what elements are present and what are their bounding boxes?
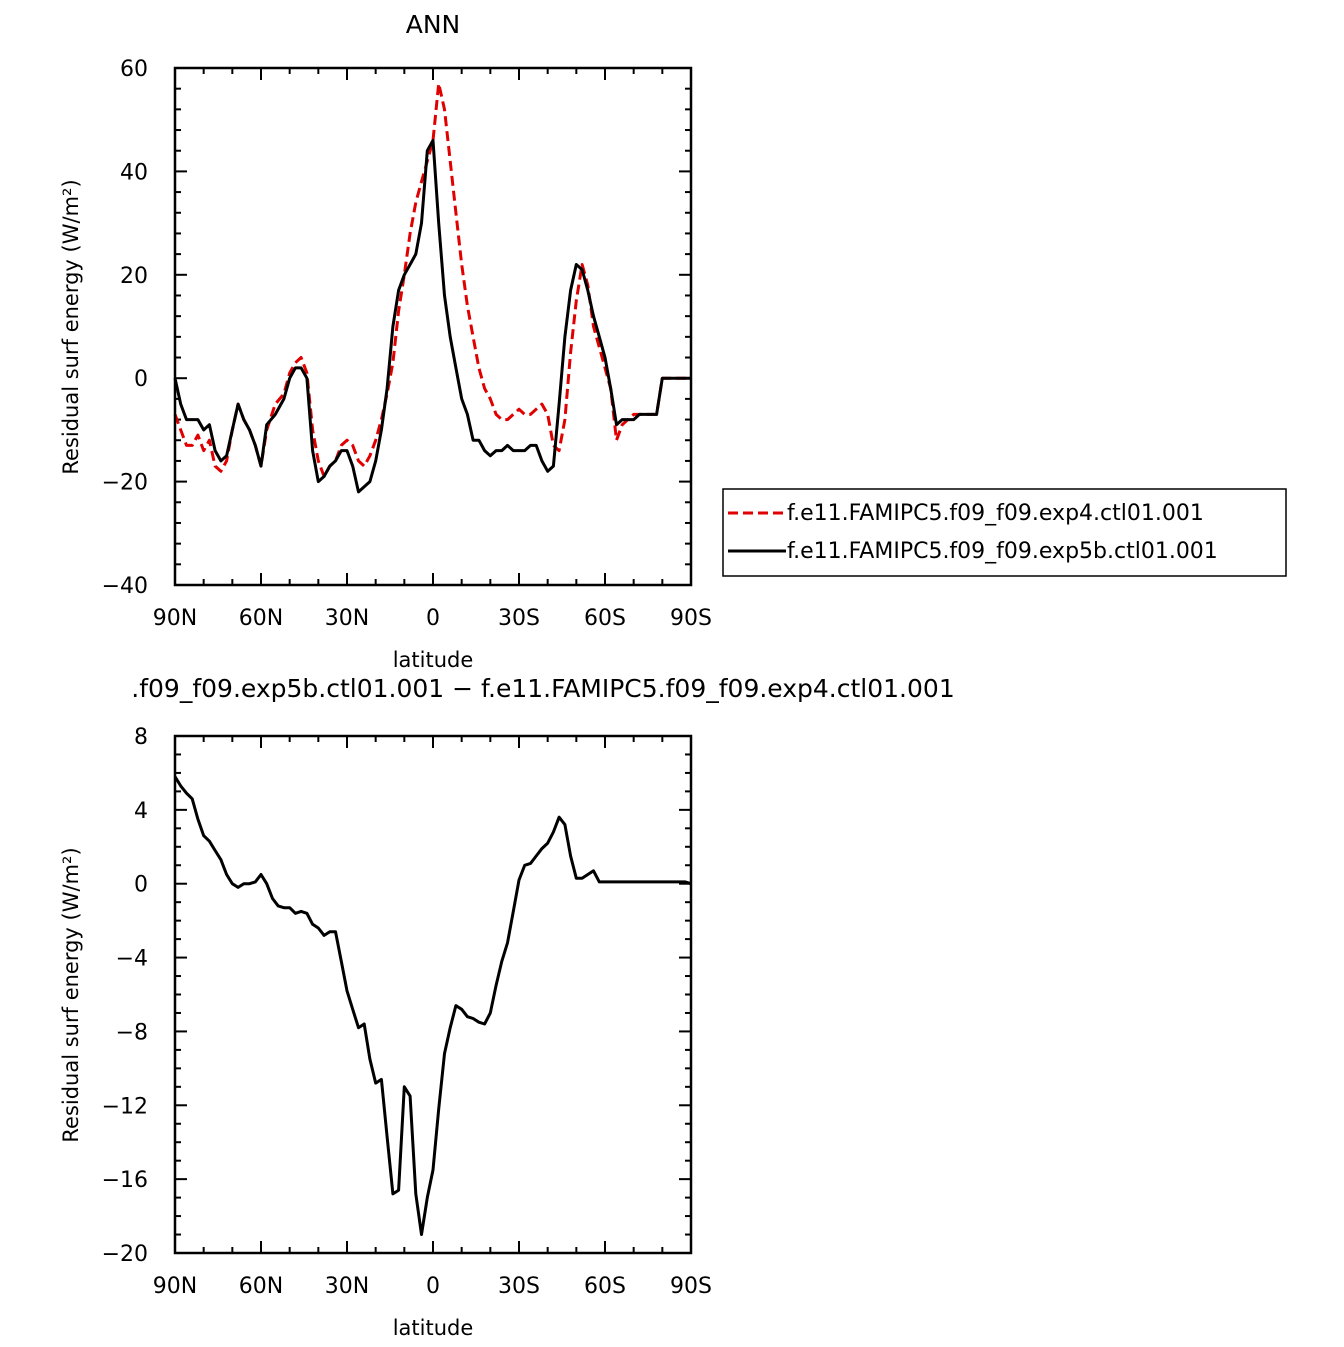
top-chart-title: ANN bbox=[406, 10, 461, 39]
bottom-y-tick-label: −20 bbox=[102, 1242, 148, 1267]
legend-box bbox=[722, 488, 1287, 577]
top-x-tick-label: 60S bbox=[584, 606, 626, 631]
bottom-plot-lines bbox=[173, 775, 692, 1236]
bottom-x-tick-label: 90N bbox=[153, 1274, 197, 1299]
bottom-chart-title: .f09_f09.exp5b.ctl01.001 − f.e11.FAMIPC5… bbox=[131, 674, 954, 703]
top-x-tick-label: 90N bbox=[153, 606, 197, 631]
top-panel: ANN 90N 60N 30N 0 30S 60S 90S −40 −20 0 20 40 60 lat… bbox=[59, 10, 712, 672]
top-y-tick-label: −20 bbox=[102, 471, 148, 496]
bottom-y-axis-label: Residual surf energy (W/m²) bbox=[59, 847, 83, 1142]
bottom-tick-labels: 90N 60N 30N 0 30S 60S 90S −20 −16 −12 −8 −4 0 4 8 bbox=[102, 725, 712, 1299]
top-x-tick-label: 60N bbox=[239, 606, 283, 631]
bottom-series-line-0 bbox=[173, 775, 692, 1236]
top-series-line-1 bbox=[173, 138, 691, 494]
bottom-x-axis-label: latitude bbox=[393, 1316, 474, 1340]
top-x-tick-label: 90S bbox=[670, 606, 712, 631]
bottom-x-tick-label: 30S bbox=[498, 1274, 540, 1299]
top-x-tick-label: 30S bbox=[498, 606, 540, 631]
top-y-tick-label: 60 bbox=[120, 57, 148, 82]
bottom-y-tick-label: 4 bbox=[134, 799, 148, 824]
bottom-y-tick-label: 8 bbox=[134, 725, 148, 750]
top-y-tick-label: 0 bbox=[134, 367, 148, 392]
top-y-tick-label: 40 bbox=[120, 160, 148, 185]
top-series-line-0 bbox=[173, 82, 691, 478]
bottom-y-tick-label: −12 bbox=[102, 1094, 148, 1119]
bottom-y-tick-label: 0 bbox=[134, 873, 148, 898]
legend: f.e11.FAMIPC5.f09_f09.exp4.ctl01.001 f.e… bbox=[722, 488, 1287, 577]
bottom-y-tick-label: −8 bbox=[116, 1020, 148, 1045]
top-tick-labels: 90N 60N 30N 0 30S 60S 90S −40 −20 0 20 40 60 bbox=[102, 57, 712, 631]
bottom-panel: .f09_f09.exp5b.ctl01.001 − f.e11.FAMIPC5… bbox=[59, 674, 955, 1340]
top-plot-frame bbox=[173, 66, 693, 587]
bottom-x-tick-label: 60S bbox=[584, 1274, 626, 1299]
bottom-y-tick-label: −16 bbox=[102, 1168, 148, 1193]
top-y-tick-label: 20 bbox=[120, 264, 148, 289]
top-x-tick-label: 30N bbox=[325, 606, 369, 631]
legend-label-exp5b: f.e11.FAMIPC5.f09_f09.exp5b.ctl01.001 bbox=[787, 539, 1218, 564]
bottom-x-tick-label: 0 bbox=[426, 1274, 440, 1299]
bottom-x-tick-label: 30N bbox=[325, 1274, 369, 1299]
legend-label-exp4: f.e11.FAMIPC5.f09_f09.exp4.ctl01.001 bbox=[787, 501, 1204, 526]
bottom-x-tick-label: 60N bbox=[239, 1274, 283, 1299]
top-x-tick-label: 0 bbox=[426, 606, 440, 631]
bottom-plot-frame bbox=[173, 734, 693, 1255]
top-y-axis-label: Residual surf energy (W/m²) bbox=[59, 179, 83, 474]
bottom-x-tick-label: 90S bbox=[670, 1274, 712, 1299]
bottom-y-tick-label: −4 bbox=[116, 947, 148, 972]
top-plot-lines bbox=[173, 82, 691, 494]
top-x-axis-label: latitude bbox=[393, 648, 474, 672]
top-y-tick-label: −40 bbox=[102, 574, 148, 599]
